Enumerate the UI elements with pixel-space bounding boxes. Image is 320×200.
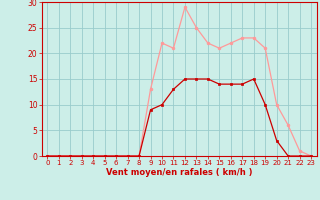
X-axis label: Vent moyen/en rafales ( km/h ): Vent moyen/en rafales ( km/h ) [106,168,252,177]
